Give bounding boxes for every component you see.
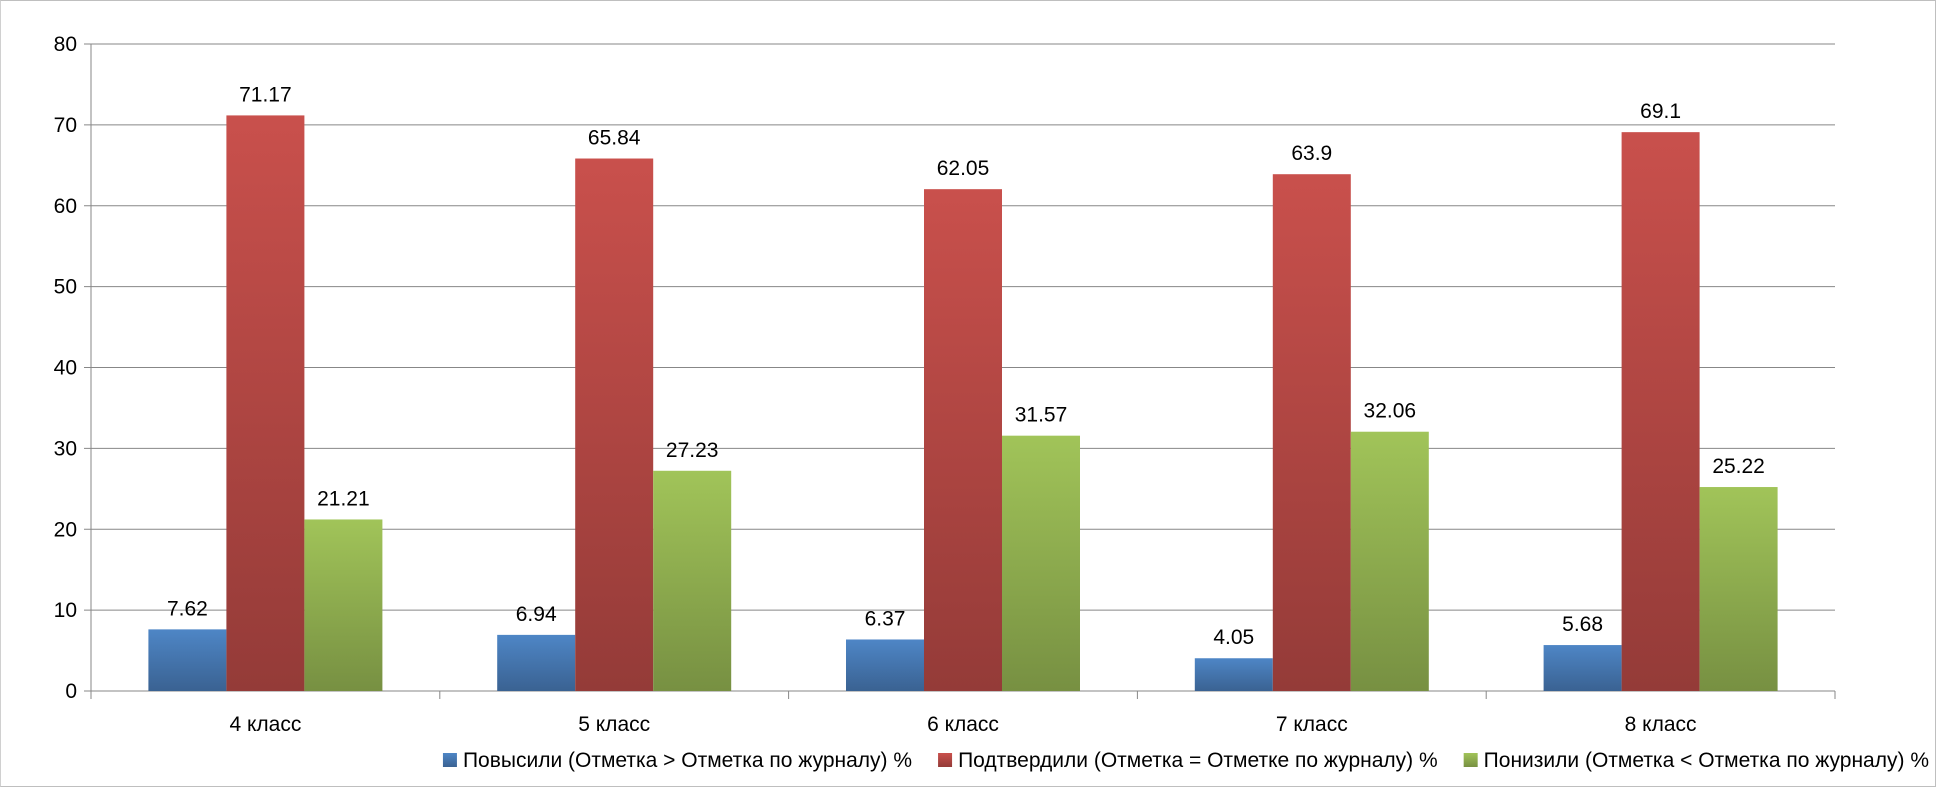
- legend-label: Понизили (Отметка < Отметка по журналу) …: [1484, 749, 1929, 772]
- bar: [575, 158, 654, 692]
- legend-swatch: [442, 753, 457, 767]
- data-label: 25.22: [1712, 455, 1765, 478]
- y-tick-label: 30: [54, 437, 77, 460]
- bars: [148, 115, 1778, 692]
- y-tick-label: 0: [65, 680, 77, 703]
- data-labels: 7.62 71.17 21.21 6.94 65.84 27.23 6.37 62.05 31.…: [167, 83, 1765, 649]
- y-tick-label: 20: [54, 518, 77, 541]
- bar: [1350, 431, 1429, 691]
- bar: [1002, 435, 1080, 691]
- legend-label: Подтвердили (Отметка = Отметке по журнал…: [958, 749, 1438, 772]
- data-label: 27.23: [666, 439, 719, 462]
- y-tick-label: 10: [54, 599, 77, 622]
- y-tick-label: 70: [54, 114, 77, 137]
- legend-item: Подтвердили (Отметка = Отметке по журнал…: [938, 749, 1438, 772]
- legend-item: Повысили (Отметка > Отметка по журналу) …: [442, 749, 912, 772]
- bar: [653, 470, 732, 691]
- legend-swatch: [1463, 753, 1478, 767]
- data-label: 65.84: [588, 127, 641, 150]
- y-tick-label: 80: [54, 33, 77, 56]
- data-label: 7.62: [167, 597, 208, 620]
- x-tick-label: 7 класс: [1276, 713, 1348, 736]
- bar: [1194, 658, 1273, 691]
- legend-item: Понизили (Отметка < Отметка по журналу) …: [1463, 749, 1929, 772]
- legend-swatch: [938, 753, 953, 767]
- legend: Повысили (Отметка > Отметка по журналу) …: [442, 749, 1929, 772]
- bar: [1699, 487, 1778, 691]
- bar: [846, 639, 924, 691]
- bar: [304, 519, 383, 691]
- y-tick-label: 50: [54, 276, 77, 299]
- data-label: 6.37: [865, 607, 906, 630]
- data-label: 71.17: [239, 83, 292, 106]
- data-label: 31.57: [1015, 404, 1068, 427]
- bar: [497, 634, 576, 691]
- data-label: 5.68: [1562, 613, 1603, 636]
- data-label: 6.94: [516, 603, 557, 626]
- bar: [1621, 132, 1700, 691]
- legend-label: Повысили (Отметка > Отметка по журналу) …: [463, 749, 912, 772]
- y-tick-label: 40: [54, 357, 77, 380]
- data-label: 63.9: [1291, 142, 1332, 165]
- data-label: 62.05: [937, 157, 990, 180]
- data-label: 21.21: [317, 487, 370, 510]
- bar: [148, 629, 227, 691]
- x-tick-label: 5 класс: [578, 713, 650, 736]
- y-tick-label: 60: [54, 195, 77, 218]
- x-tick-label: 4 класс: [229, 713, 301, 736]
- bar: [1543, 645, 1622, 691]
- data-label: 69.1: [1640, 100, 1681, 123]
- data-label: 32.06: [1364, 400, 1417, 423]
- bar: [1272, 174, 1351, 692]
- bar: [226, 115, 305, 692]
- bar: [924, 189, 1002, 691]
- x-tick-label: 8 класс: [1625, 713, 1697, 736]
- data-label: 4.05: [1213, 626, 1254, 649]
- x-tick-label: 6 класс: [927, 713, 999, 736]
